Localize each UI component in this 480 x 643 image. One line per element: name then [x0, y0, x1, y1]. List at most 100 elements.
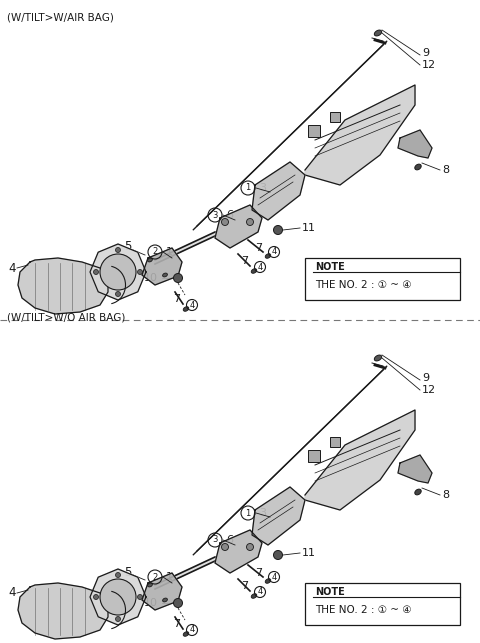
Text: THE NO. 2 : ① ~ ④: THE NO. 2 : ① ~ ④: [315, 605, 411, 615]
Polygon shape: [215, 205, 262, 248]
Circle shape: [274, 226, 283, 235]
Text: 1: 1: [245, 183, 251, 192]
Circle shape: [116, 248, 120, 253]
Text: (W/TILT>W/O AIR BAG): (W/TILT>W/O AIR BAG): [7, 313, 125, 323]
Bar: [305, 258, 460, 300]
Polygon shape: [18, 258, 108, 314]
Ellipse shape: [374, 355, 382, 361]
Circle shape: [247, 543, 253, 550]
Text: 4: 4: [8, 262, 16, 275]
Circle shape: [116, 572, 120, 577]
Ellipse shape: [163, 598, 168, 602]
Polygon shape: [215, 530, 262, 573]
Text: THE NO. 2 : ① ~ ④: THE NO. 2 : ① ~ ④: [315, 280, 411, 290]
Circle shape: [100, 579, 136, 615]
Text: 7: 7: [173, 619, 180, 629]
Polygon shape: [18, 583, 108, 639]
Text: 7: 7: [241, 256, 248, 266]
Text: 4: 4: [190, 626, 194, 635]
Text: 10: 10: [144, 598, 158, 608]
Text: 6: 6: [226, 535, 233, 545]
Text: 2: 2: [152, 248, 157, 257]
Circle shape: [221, 219, 228, 226]
Polygon shape: [398, 455, 432, 483]
Text: 11: 11: [302, 548, 316, 558]
Polygon shape: [142, 573, 182, 610]
Text: 3: 3: [259, 508, 266, 518]
Circle shape: [221, 543, 228, 550]
Bar: [308, 125, 320, 137]
Text: NOTE: NOTE: [315, 587, 345, 597]
Text: 1: 1: [245, 509, 251, 518]
Text: 12: 12: [422, 60, 436, 70]
Polygon shape: [193, 367, 387, 555]
Text: 9: 9: [422, 48, 429, 58]
Ellipse shape: [265, 254, 271, 258]
Text: 7: 7: [241, 581, 248, 591]
Text: 5: 5: [124, 240, 132, 253]
Ellipse shape: [251, 269, 257, 273]
Polygon shape: [155, 232, 215, 264]
Text: 4: 4: [271, 572, 276, 581]
Text: 6: 6: [226, 210, 233, 220]
Ellipse shape: [415, 164, 421, 170]
Polygon shape: [90, 569, 146, 625]
Text: 7: 7: [255, 568, 262, 578]
Text: 4: 4: [190, 300, 194, 309]
Polygon shape: [193, 41, 387, 230]
Text: 3: 3: [212, 536, 218, 545]
Bar: [305, 583, 460, 625]
Polygon shape: [155, 557, 215, 589]
Circle shape: [274, 550, 283, 559]
Circle shape: [94, 595, 98, 599]
Ellipse shape: [183, 307, 189, 311]
Circle shape: [173, 599, 182, 608]
Polygon shape: [142, 248, 182, 285]
Circle shape: [247, 219, 253, 226]
Text: NOTE: NOTE: [315, 262, 345, 272]
Text: 7: 7: [173, 294, 180, 304]
Text: 4: 4: [8, 586, 16, 599]
Text: 9: 9: [422, 373, 429, 383]
Polygon shape: [252, 487, 305, 545]
Circle shape: [116, 291, 120, 296]
Circle shape: [137, 269, 143, 275]
Text: 1: 1: [166, 247, 173, 257]
Text: 8: 8: [442, 165, 449, 175]
Polygon shape: [305, 85, 415, 185]
Polygon shape: [252, 162, 305, 220]
Ellipse shape: [183, 631, 189, 637]
Bar: [308, 450, 320, 462]
Text: 10: 10: [144, 273, 158, 283]
Ellipse shape: [265, 579, 271, 583]
Ellipse shape: [163, 273, 168, 277]
Polygon shape: [90, 244, 146, 300]
Text: 2: 2: [152, 572, 157, 581]
Bar: [330, 112, 340, 122]
Bar: [330, 437, 340, 447]
Text: 5: 5: [124, 565, 132, 579]
Text: 4: 4: [257, 262, 263, 271]
Circle shape: [94, 269, 98, 275]
Text: 12: 12: [422, 385, 436, 395]
Text: 4: 4: [271, 248, 276, 257]
Polygon shape: [398, 130, 432, 158]
Circle shape: [173, 273, 182, 282]
Text: (W/TILT>W/AIR BAG): (W/TILT>W/AIR BAG): [7, 12, 114, 22]
Ellipse shape: [415, 489, 421, 495]
Text: 1: 1: [166, 572, 173, 582]
Circle shape: [116, 617, 120, 622]
Polygon shape: [305, 410, 415, 510]
Ellipse shape: [374, 30, 382, 36]
Text: 3: 3: [259, 183, 266, 193]
Circle shape: [137, 595, 143, 599]
Text: 11: 11: [302, 223, 316, 233]
Circle shape: [100, 254, 136, 290]
Ellipse shape: [148, 583, 152, 587]
Text: 3: 3: [212, 210, 218, 219]
Ellipse shape: [148, 258, 152, 262]
Text: 4: 4: [257, 588, 263, 597]
Ellipse shape: [251, 593, 257, 598]
Text: 7: 7: [255, 243, 262, 253]
Text: 8: 8: [442, 490, 449, 500]
